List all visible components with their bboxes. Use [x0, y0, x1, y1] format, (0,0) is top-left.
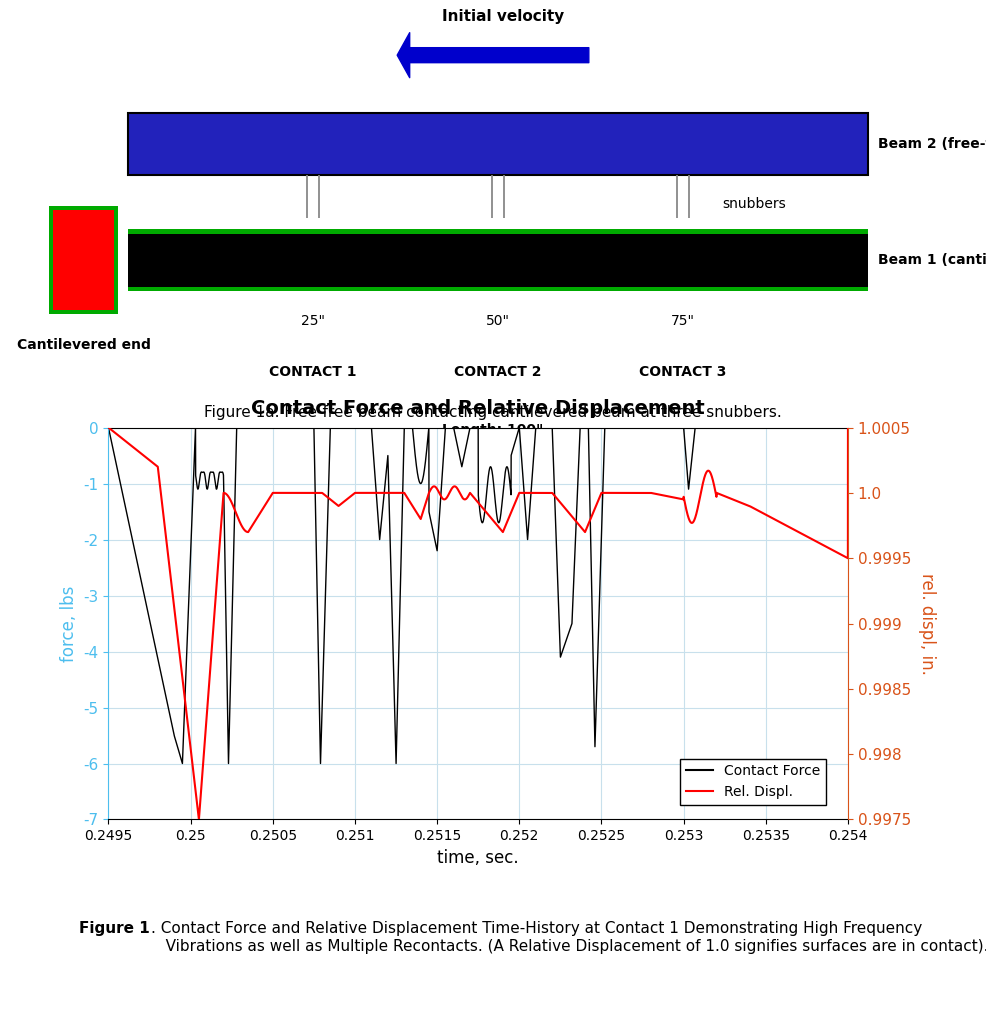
Line: Rel. Displ.: Rel. Displ.	[108, 428, 848, 819]
Bar	[53, 210, 114, 310]
Bar	[128, 234, 868, 286]
Rel. Displ.	[842, 421, 854, 434]
Contact Force	[464, 421, 476, 434]
Text: CONTACT 1: CONTACT 1	[269, 364, 357, 379]
Text: Figure 1a. Free-free beam contacting cantilevered beam at three snubbers.: Figure 1a. Free-free beam contacting can…	[204, 405, 782, 420]
Contact Force	[842, 421, 854, 434]
Text: 50": 50"	[486, 315, 510, 329]
Rel. Displ.	[464, 487, 476, 499]
Contact Force	[247, 421, 259, 434]
Text: CONTACT 3: CONTACT 3	[639, 364, 727, 379]
Rel. Displ.	[106, 425, 117, 437]
Text: Initial velocity: Initial velocity	[442, 9, 564, 24]
Text: CONTACT 2: CONTACT 2	[455, 364, 541, 379]
Contact Force	[176, 757, 188, 770]
Text: 75": 75"	[670, 315, 695, 329]
Contact Force	[147, 629, 159, 641]
Line: Contact Force: Contact Force	[108, 428, 848, 764]
Y-axis label: force, lbs: force, lbs	[60, 585, 78, 662]
Bar	[128, 113, 868, 175]
Contact Force	[803, 421, 814, 434]
Y-axis label: rel. displ, in.: rel. displ, in.	[918, 572, 936, 675]
Rel. Displ.	[147, 457, 159, 469]
X-axis label: time, sec.: time, sec.	[438, 849, 519, 866]
Contact Force	[106, 437, 117, 449]
Bar	[128, 229, 868, 291]
Text: . Contact Force and Relative Displacement Time-History at Contact 1 Demonstratin: . Contact Force and Relative Displacemen…	[151, 921, 986, 954]
Text: 25": 25"	[301, 315, 325, 329]
Bar	[49, 206, 118, 315]
Rel. Displ.	[247, 517, 259, 529]
Rel. Displ.	[103, 421, 114, 434]
Text: Cantilevered end: Cantilevered end	[17, 338, 151, 351]
Rel. Displ.	[133, 446, 145, 458]
Rel. Displ.	[193, 813, 205, 826]
Text: Beam 1 (cantilevered): Beam 1 (cantilevered)	[878, 253, 986, 267]
Legend: Contact Force, Rel. Displ.: Contact Force, Rel. Displ.	[680, 758, 826, 804]
Contact Force	[103, 421, 114, 434]
Rel. Displ.	[803, 531, 814, 544]
Text: Beam 2 (free-free): Beam 2 (free-free)	[878, 137, 986, 151]
Text: snubbers: snubbers	[722, 197, 786, 211]
Contact Force	[133, 565, 145, 577]
Title: Contact Force and Relative Displacement: Contact Force and Relative Displacement	[251, 399, 705, 417]
Text: Figure 1: Figure 1	[79, 921, 150, 937]
Text: Length: 100": Length: 100"	[443, 422, 543, 437]
